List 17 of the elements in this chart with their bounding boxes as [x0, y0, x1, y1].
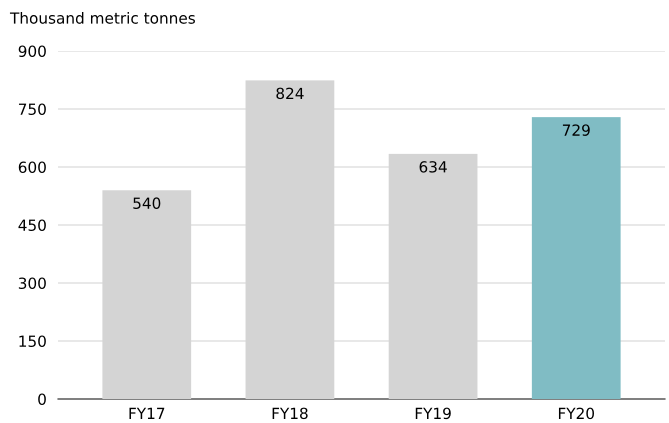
y-tick-label: 450: [18, 219, 46, 232]
data-label: 634: [420, 161, 447, 173]
data-label: 540: [133, 197, 160, 209]
data-label: 729: [562, 124, 590, 136]
x-tick-label: FY17: [129, 408, 164, 419]
y-tick-label: 750: [18, 103, 46, 116]
x-tick-label: FY18: [272, 408, 308, 420]
y-axis-title: Thousand metric tonnes: [10, 12, 195, 24]
x-tick-label: FY20: [558, 408, 594, 420]
y-tick-label: 900: [18, 45, 46, 58]
bar: [532, 117, 621, 399]
y-tick-label: 0: [38, 393, 46, 406]
x-tick-label: FY19: [416, 408, 451, 420]
y-tick-label: 300: [18, 277, 46, 290]
y-tick-label: 150: [19, 335, 46, 348]
data-label: 824: [276, 88, 304, 100]
y-tick-label: 600: [18, 161, 46, 174]
